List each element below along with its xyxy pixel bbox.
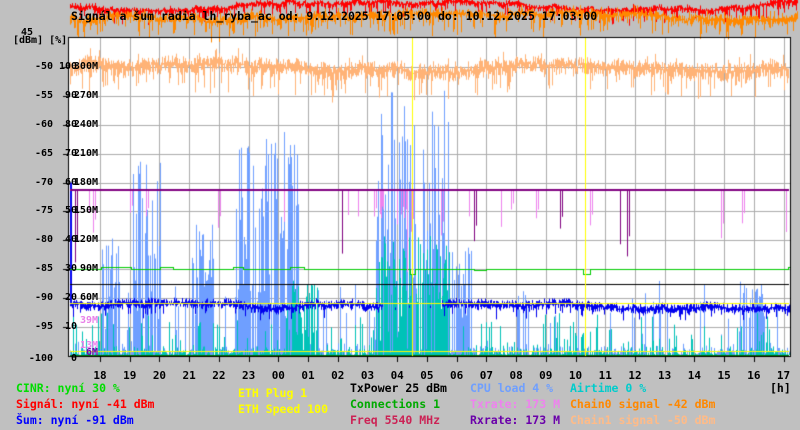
rate-min-label-39M: 39M <box>79 315 98 326</box>
hour-label-06: 06 <box>450 369 464 382</box>
hour-label-14: 14 <box>687 369 702 382</box>
y-axis-pct-label: 10 <box>64 321 77 332</box>
legend-chain1: Chain1 signal -50 dBm <box>570 413 716 427</box>
y-axis-pct-label: 30 <box>64 263 77 274</box>
legend-cinr: CINR: nyní 30 % <box>16 381 120 395</box>
y-axis-pct-label: 50 <box>64 205 77 216</box>
y-axis-dbm-label: -50 <box>34 61 53 72</box>
y-axis-mbit-label: 210M <box>73 148 98 159</box>
rate-min-label-13M: 13M <box>79 340 98 351</box>
hour-label-10: 10 <box>568 369 583 382</box>
hour-label-07: 07 <box>479 369 493 382</box>
hour-label-05: 05 <box>420 369 434 382</box>
hour-label-03: 03 <box>360 369 375 382</box>
y-axis-dbm-label: -65 <box>34 148 53 159</box>
y-axis-mbit-label: 270M <box>73 90 98 101</box>
y-axis-unit-header: [dBm] [%] <box>13 35 68 46</box>
y-axis-dbm-label: -70 <box>34 177 53 188</box>
y-axis-dbm-label: -60 <box>34 119 53 130</box>
hour-label-22: 22 <box>212 369 226 382</box>
hour-label-12: 12 <box>628 369 642 382</box>
y-axis-top-label: 45 <box>21 27 34 38</box>
legend-airtime: Airtime 0 % <box>570 381 647 395</box>
chart-title: Signál a šum radia lh_ryba_ac od: 9.12.2… <box>71 9 598 23</box>
hour-label-19: 19 <box>123 369 137 382</box>
y-axis-mbit-label: 240M <box>73 119 98 130</box>
y-axis-dbm-label: -95 <box>34 321 53 332</box>
hour-label-16: 16 <box>747 369 761 382</box>
legend-cpu-load: CPU load 4 % <box>470 381 554 395</box>
legend-eth-speed: ETH Speed 100 <box>238 402 329 416</box>
rate-min-label-6M: 6M <box>85 347 98 358</box>
y-axis-mbit-label: 120M <box>73 234 98 245</box>
hour-label-15: 15 <box>717 369 731 382</box>
y-axis-mbit-label: 60M <box>79 292 98 303</box>
y-axis-dbm-label: -85 <box>34 263 53 274</box>
hour-label-17: 17 <box>776 369 791 382</box>
legend-txpower: TxPower 25 dBm <box>350 381 447 395</box>
legend-txrate: Txrate: 173 M <box>470 397 561 411</box>
y-axis-pct-label: 90 <box>64 90 77 101</box>
y-axis-pct-label: 40 <box>64 234 77 245</box>
legend-freq: Freq 5540 MHz <box>350 413 441 427</box>
hour-label-13: 13 <box>658 369 672 382</box>
y-axis-dbm-label: -90 <box>34 292 53 303</box>
legend-hour-unit: [h] <box>770 381 791 395</box>
y-axis-pct-label: 0 <box>70 353 77 364</box>
y-axis-pct-label: 60 <box>64 177 77 188</box>
hour-label-23: 23 <box>241 369 256 382</box>
y-axis-dbm-label: -55 <box>34 90 53 101</box>
legend-chain0: Chain0 signal -42 dBm <box>570 397 716 411</box>
hour-label-01: 01 <box>301 369 315 382</box>
y-axis-pct-label: 20 <box>64 292 77 303</box>
legend-rxrate: Rxrate: 173 M <box>470 413 561 427</box>
hour-label-18: 18 <box>93 369 107 382</box>
hour-label-11: 11 <box>598 369 612 382</box>
y-axis-mbit-label: 300M <box>73 61 98 72</box>
y-axis-dbm-label: -100 <box>28 353 53 364</box>
hour-label-00: 00 <box>271 369 285 382</box>
y-axis-dbm-label: -75 <box>34 205 53 216</box>
y-axis-dbm-label: -80 <box>34 234 53 245</box>
legend-sum: Šum: nyní -91 dBm <box>16 413 134 427</box>
y-axis-mbit-label: 150M <box>73 205 98 216</box>
hour-label-08: 08 <box>509 369 523 382</box>
y-axis-pct-label: 70 <box>64 148 77 159</box>
y-axis-pct-label: 80 <box>64 119 77 130</box>
hour-label-02: 02 <box>331 369 345 382</box>
hour-label-21: 21 <box>182 369 196 382</box>
legend-connections: Connections 1 <box>350 397 441 411</box>
y-axis-mbit-label: 180M <box>73 177 98 188</box>
hour-label-09: 09 <box>539 369 553 382</box>
hour-label-20: 20 <box>152 369 167 382</box>
legend-eth-plug: ETH Plug 1 <box>238 386 308 400</box>
y-axis-mbit-label: 90M <box>79 263 98 274</box>
legend-signal: Signál: nyní -41 dBm <box>16 397 155 411</box>
y-axis-pct-label: 100 <box>58 61 77 72</box>
hour-label-04: 04 <box>390 369 404 382</box>
